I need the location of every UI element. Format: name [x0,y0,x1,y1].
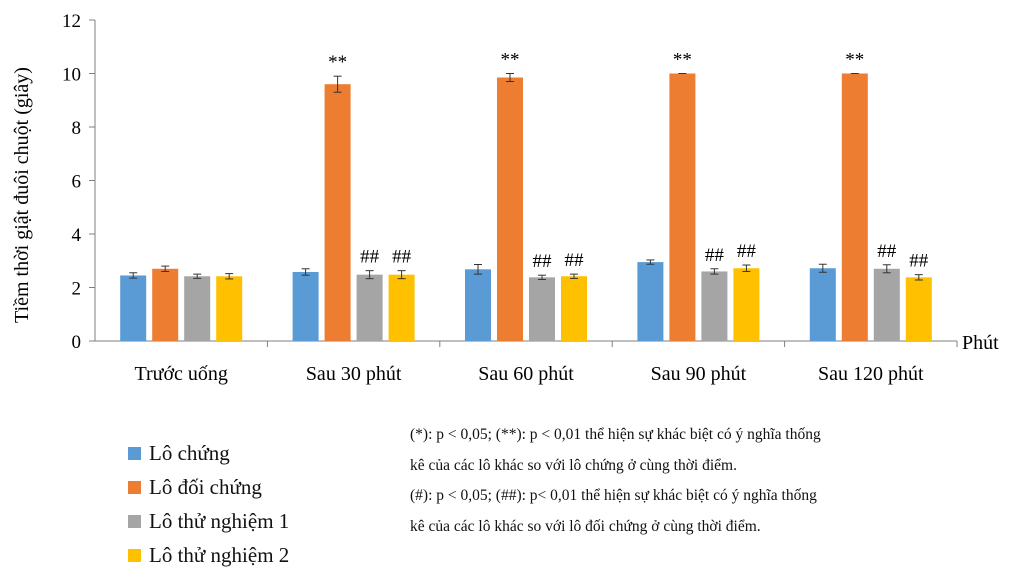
significance-mark-3-2: ## [565,250,585,271]
bar-0-1 [293,272,319,341]
legend-label-lo-thu-nghiem-1: Lô thử nghiệm 1 [149,509,289,534]
legend-item-lo-doi-chung: Lô đối chứng [128,470,289,504]
significance-mark-3-1: ## [392,247,412,268]
significance-mark-3-3: ## [737,241,757,262]
significance-mark-2-3: ## [705,245,725,266]
significance-mark-1-1: ** [328,52,347,73]
bar-2-4 [874,269,900,341]
legend-swatch-lo-thu-nghiem-2 [128,549,141,562]
y-tick-label-2: 4 [72,225,82,246]
y-tick-label-0: 0 [72,332,82,353]
x-category-label-0: Trước uống [134,363,227,385]
significance-mark-2-1: ## [360,247,380,268]
x-axis-unit-label: Phút [962,332,999,354]
y-tick-label-3: 6 [72,172,82,193]
bar-3-1 [389,275,415,341]
bar-2-3 [701,271,727,341]
significance-mark-1-3: ** [673,50,692,71]
bar-1-4 [842,74,868,342]
significance-mark-2-4: ## [877,241,897,262]
note-line-3: (#): p < 0,05; (##): p< 0,01 thể hiện sự… [410,481,1010,512]
bar-3-3 [733,268,759,341]
bar-1-3 [669,74,695,342]
legend-label-lo-thu-nghiem-2: Lô thử nghiệm 2 [149,543,289,568]
y-tick-label-1: 2 [72,279,82,300]
legend-swatch-lo-thu-nghiem-1 [128,515,141,528]
x-category-label-3: Sau 90 phút [651,363,747,385]
bar-2-2 [529,277,555,341]
bar-3-0 [216,276,242,341]
x-category-label-4: Sau 120 phút [818,363,924,385]
y-tick-label-5: 10 [62,65,81,86]
x-category-label-2: Sau 60 phút [478,363,574,385]
significance-mark-3-4: ## [909,251,929,272]
note-line-2: kê của các lô khác so với lô chứng ở cùn… [410,451,1010,482]
bar-1-2 [497,78,523,341]
legend-label-lo-chung: Lô chứng [149,441,230,466]
significance-notes: (*): p < 0,05; (**): p < 0,01 thể hiện s… [410,420,1010,542]
bar-1-1 [325,84,351,341]
legend-swatch-lo-doi-chung [128,481,141,494]
bar-2-1 [357,275,383,341]
bar-3-4 [906,277,932,341]
significance-mark-1-4: ** [845,50,864,71]
significance-mark-1-2: ** [501,50,520,71]
bar-1-0 [152,269,178,341]
legend-item-lo-thu-nghiem-2: Lô thử nghiệm 2 [128,538,289,572]
legend-label-lo-doi-chung: Lô đối chứng [149,475,262,500]
bar-3-2 [561,276,587,341]
bar-0-2 [465,269,491,341]
legend-item-lo-thu-nghiem-1: Lô thử nghiệm 1 [128,504,289,538]
legend-item-lo-chung: Lô chứng [128,436,289,470]
y-tick-label-6: 12 [62,11,81,32]
x-category-label-1: Sau 30 phút [306,363,402,385]
y-axis-label: Tiềm thời giật đuôi chuột (giây) [11,67,33,323]
significance-mark-2-2: ## [533,251,553,272]
bar-chart: Tiềm thời giật đuôi chuột (giây) Phút 0 2… [0,0,1015,410]
bar-0-4 [810,268,836,341]
legend-swatch-lo-chung [128,447,141,460]
note-line-1: (*): p < 0,05; (**): p < 0,01 thể hiện s… [410,420,1010,451]
y-tick-label-4: 8 [72,118,82,139]
note-line-4: kê của các lô khác so với lô đối chứng ở… [410,512,1010,543]
bar-0-0 [120,275,146,341]
bar-0-3 [637,262,663,341]
legend: Lô chứng Lô đối chứng Lô thử nghiệm 1 Lô… [128,436,289,572]
bar-2-0 [184,276,210,341]
